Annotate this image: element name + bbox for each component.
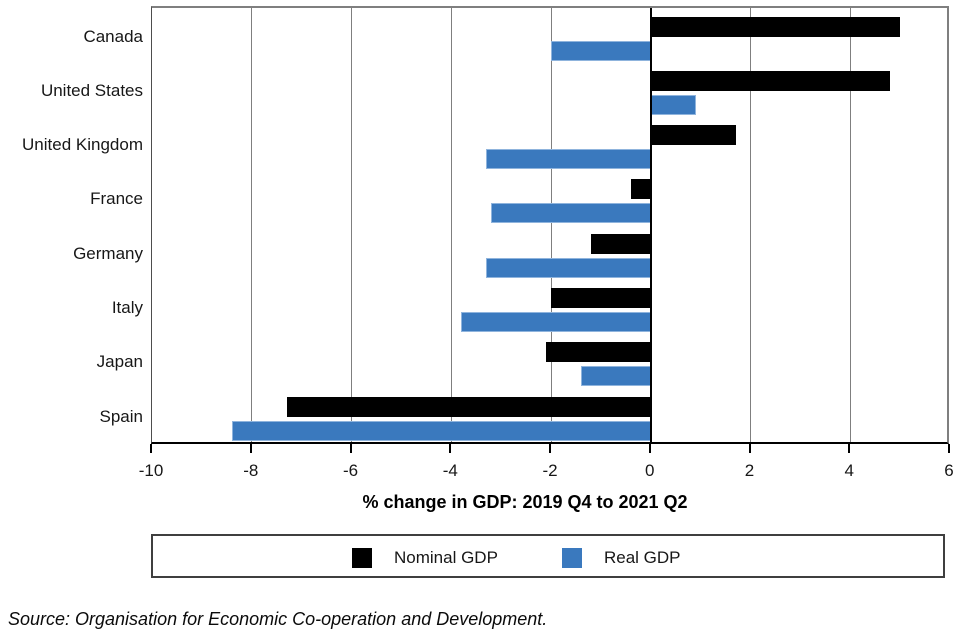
bar-nominal-gdp-germany	[590, 233, 651, 254]
tick-label--4: -4	[442, 461, 458, 480]
tick-mark--2	[549, 444, 551, 453]
bar-nominal-gdp-canada	[650, 16, 901, 37]
bar-nominal-gdp-japan	[546, 342, 651, 363]
bar-real-gdp-united-states	[650, 94, 696, 115]
bar-real-gdp-germany	[486, 257, 651, 278]
category-label-japan: Japan	[96, 352, 143, 372]
tick-mark-0	[648, 444, 651, 453]
category-label-united-kingdom: United Kingdom	[22, 135, 143, 155]
tick-label--8: -8	[243, 461, 259, 480]
legend-label-nominal-gdp: Nominal GDP	[394, 548, 498, 567]
legend: Nominal GDP Real GDP	[151, 534, 945, 578]
bar-real-gdp-united-kingdom	[486, 149, 651, 170]
bar-real-gdp-spain	[231, 420, 651, 441]
tick-label-4: 4	[844, 461, 854, 480]
gridline--4	[450, 8, 452, 442]
tick-mark-6	[948, 444, 950, 453]
category-label-france: France	[90, 189, 143, 209]
tick-label--10: -10	[138, 461, 164, 480]
tick-mark-2	[748, 444, 751, 453]
bar-real-gdp-france	[491, 203, 651, 224]
bar-nominal-gdp-spain	[286, 396, 651, 417]
bar-nominal-gdp-france	[630, 179, 651, 200]
category-label-spain: Spain	[99, 406, 143, 426]
bar-nominal-gdp-italy	[551, 288, 651, 308]
tick-label-0: 0	[645, 461, 655, 480]
legend-swatch-nominal-gdp	[352, 548, 372, 568]
bar-real-gdp-canada	[551, 40, 651, 61]
zero-axis-line	[649, 8, 652, 442]
tick-mark--6	[349, 444, 352, 453]
bar-real-gdp-italy	[461, 312, 651, 332]
category-label-canada: Canada	[83, 26, 143, 46]
gridline--8	[251, 8, 253, 442]
gridline-4	[849, 8, 851, 442]
bar-nominal-gdp-united-kingdom	[650, 125, 736, 146]
tick-mark-4	[848, 444, 851, 453]
category-label-germany: Germany	[73, 243, 143, 263]
bar-real-gdp-japan	[580, 366, 651, 387]
tick-label--6: -6	[342, 461, 359, 480]
category-label-united-states: United States	[40, 80, 143, 100]
gridline--2	[550, 8, 552, 442]
plot-area	[151, 6, 949, 444]
tick-mark--8	[249, 444, 252, 453]
tick-label-2: 2	[744, 461, 755, 480]
category-label-italy: Italy	[111, 298, 143, 317]
legend-label-real-gdp: Real GDP	[604, 548, 681, 567]
tick-mark--10	[150, 444, 152, 453]
tick-label--2: -2	[542, 461, 558, 480]
legend-swatch-real-gdp	[562, 548, 582, 568]
gridline-2	[750, 8, 751, 442]
source-caption: Source: Organisation for Economic Co-ope…	[8, 609, 548, 629]
tick-label-6: 6	[944, 461, 954, 480]
gridline--6	[351, 8, 352, 442]
bar-nominal-gdp-united-states	[650, 70, 891, 91]
x-axis-title: % change in GDP: 2019 Q4 to 2021 Q2	[362, 492, 688, 512]
tick-mark--4	[449, 444, 452, 453]
